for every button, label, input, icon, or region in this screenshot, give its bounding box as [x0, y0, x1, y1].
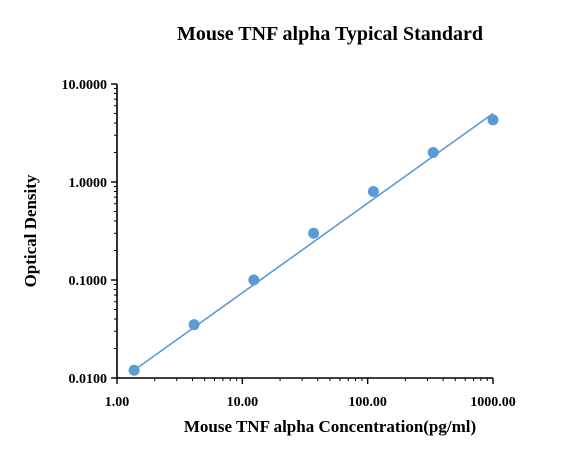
- y-ticks: [111, 83, 117, 379]
- x-ticks: [116, 378, 494, 384]
- y-tick-label: 1.0000: [69, 176, 108, 191]
- data-point: [248, 274, 260, 286]
- y-axis-label: Optical Density: [21, 174, 40, 287]
- y-tick-label: 0.1000: [69, 274, 108, 289]
- data-point: [367, 185, 379, 197]
- fit-line: [133, 112, 494, 371]
- x-axis-label: Mouse TNF alpha Concentration(pg/ml): [184, 417, 476, 436]
- y-tick-label: 10.0000: [62, 78, 108, 93]
- chart-title: Mouse TNF alpha Typical Standard: [177, 23, 483, 45]
- data-point: [128, 364, 140, 376]
- x-tick-label: 1000.00: [470, 395, 516, 410]
- x-tick-labels: 1.00 10.00 100.00 1000.00: [105, 395, 516, 410]
- data-point: [427, 146, 439, 158]
- axes: [116, 84, 493, 379]
- y-tick-label: 0.0100: [69, 372, 108, 387]
- y-tick-labels: 0.0100 0.1000 1.0000 10.0000: [62, 78, 108, 387]
- data-point: [188, 319, 200, 331]
- data-point: [487, 114, 499, 126]
- plot-area: [128, 112, 499, 376]
- x-tick-label: 1.00: [105, 395, 130, 410]
- x-tick-label: 10.00: [227, 395, 259, 410]
- x-tick-label: 100.00: [348, 395, 387, 410]
- data-point: [308, 227, 320, 239]
